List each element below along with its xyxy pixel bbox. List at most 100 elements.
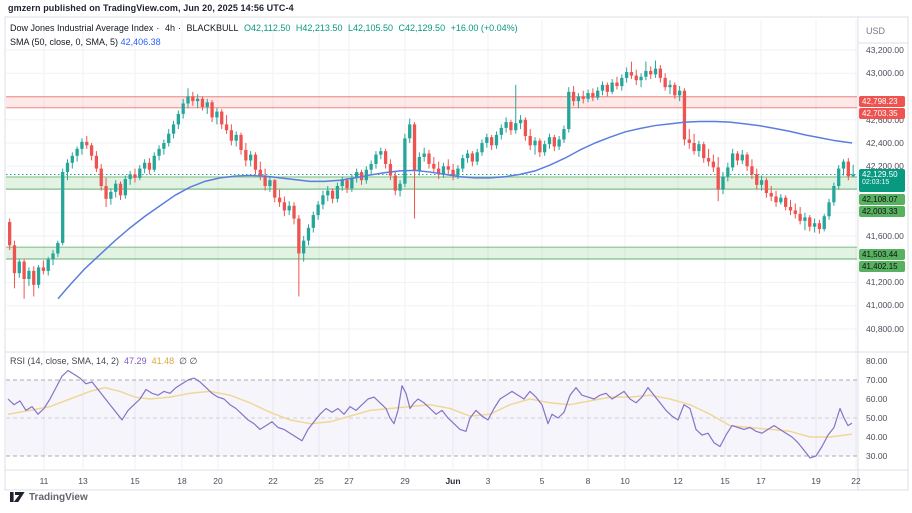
candle bbox=[451, 163, 455, 181]
rsi-scale-label: 50.00 bbox=[866, 413, 888, 423]
time-label: 15 bbox=[720, 476, 730, 486]
candle bbox=[461, 154, 465, 173]
rsi-scale-label: 70.00 bbox=[866, 375, 888, 385]
candle bbox=[181, 98, 185, 119]
candle bbox=[239, 132, 243, 155]
price-label: 43,000.00 bbox=[866, 68, 904, 78]
time-label: 22 bbox=[268, 476, 278, 486]
candle bbox=[827, 198, 831, 220]
candle bbox=[644, 61, 648, 81]
candle bbox=[191, 91, 195, 106]
candle bbox=[32, 266, 36, 297]
zone-band-support[interactable] bbox=[6, 246, 857, 260]
candle bbox=[99, 163, 103, 191]
candle bbox=[547, 133, 552, 149]
candle bbox=[432, 156, 436, 174]
candle bbox=[162, 139, 166, 155]
sma-line bbox=[57, 120, 853, 300]
current-price-badge: 42,129.50 02:03:15 bbox=[859, 168, 905, 192]
time-label: 22 bbox=[851, 476, 861, 486]
candle bbox=[133, 168, 137, 183]
candle bbox=[745, 152, 749, 171]
price-label: 41,000.00 bbox=[866, 300, 904, 310]
candle bbox=[514, 84, 518, 134]
candle bbox=[422, 147, 426, 162]
time-label: 8 bbox=[585, 476, 591, 486]
price-label: 41,200.00 bbox=[866, 277, 904, 287]
rsi-scale-label: 30.00 bbox=[866, 451, 888, 461]
candle bbox=[596, 87, 600, 100]
candle bbox=[841, 159, 846, 176]
time-label: 27 bbox=[344, 476, 354, 486]
rsi-label[interactable]: RSI (14, close, SMA, 14, 2) bbox=[10, 356, 120, 366]
level-price-badge: 41,503.44 bbox=[859, 248, 905, 260]
candle bbox=[215, 108, 219, 125]
candle bbox=[157, 145, 161, 161]
currency-label[interactable]: USD bbox=[866, 26, 886, 36]
candle bbox=[142, 159, 147, 174]
time-label: 5 bbox=[539, 476, 545, 486]
candle bbox=[832, 182, 836, 206]
candle bbox=[658, 65, 662, 83]
candle bbox=[788, 199, 793, 216]
candle bbox=[61, 168, 65, 246]
rsi-scale-label: 60.00 bbox=[866, 394, 888, 404]
candle bbox=[383, 148, 388, 169]
candle bbox=[735, 151, 740, 166]
time-label: Jun bbox=[445, 476, 461, 486]
candle bbox=[769, 186, 773, 202]
publish-link[interactable]: gmzern published on TradingView.com, Jun… bbox=[8, 3, 294, 13]
candle bbox=[846, 158, 850, 181]
sma-label[interactable]: SMA (50, close, 0, SMA, 5) bbox=[10, 37, 119, 47]
legend-symbol[interactable]: Dow Jones Industrial Average Index bbox=[10, 23, 154, 33]
candle bbox=[533, 137, 537, 155]
candle bbox=[711, 154, 716, 173]
time-label: 3 bbox=[485, 476, 491, 486]
candle bbox=[258, 161, 262, 181]
candle bbox=[388, 159, 393, 181]
zone-band-resistance[interactable] bbox=[6, 96, 857, 109]
legend-separator: · bbox=[177, 23, 181, 33]
rsi-scale-label: 80.00 bbox=[866, 356, 888, 366]
rsi-empty-values: ∅ ∅ bbox=[179, 356, 198, 366]
candle bbox=[538, 138, 542, 157]
candle bbox=[687, 129, 691, 149]
zone-band-support[interactable] bbox=[6, 176, 857, 190]
candle bbox=[147, 158, 152, 175]
price-label: 42,400.00 bbox=[866, 138, 904, 148]
candle bbox=[557, 136, 561, 150]
candle bbox=[586, 89, 590, 103]
rsi-pane[interactable] bbox=[6, 369, 857, 459]
level-price-badge: 42,003.33 bbox=[859, 206, 905, 217]
candle bbox=[817, 219, 822, 234]
candle bbox=[523, 117, 528, 141]
candle bbox=[27, 267, 31, 286]
candle bbox=[480, 139, 484, 156]
candle bbox=[244, 143, 248, 167]
candle bbox=[808, 215, 812, 232]
candle bbox=[475, 148, 479, 166]
candle bbox=[571, 86, 576, 106]
candle bbox=[485, 133, 489, 148]
candle bbox=[302, 236, 306, 262]
rsi-scale-label: 40.00 bbox=[866, 432, 888, 442]
candle bbox=[195, 94, 200, 109]
time-label: 11 bbox=[39, 476, 49, 486]
candle bbox=[465, 149, 470, 163]
legend-exchange: BLACKBULL bbox=[186, 23, 239, 33]
tradingview-logo[interactable]: TradingView bbox=[10, 491, 88, 503]
candle bbox=[793, 203, 797, 219]
candle bbox=[171, 120, 176, 139]
tradingview-logo-icon bbox=[10, 492, 25, 502]
time-label: 17 bbox=[756, 476, 766, 486]
candle bbox=[615, 76, 619, 90]
legend-interval[interactable]: 4h bbox=[164, 23, 175, 33]
level-price-badge: 41,402.15 bbox=[859, 260, 905, 272]
rsi-line bbox=[7, 369, 853, 459]
candle bbox=[702, 141, 706, 163]
candle bbox=[114, 180, 118, 198]
candle bbox=[663, 73, 667, 91]
candle bbox=[167, 129, 171, 147]
candle bbox=[620, 74, 624, 91]
